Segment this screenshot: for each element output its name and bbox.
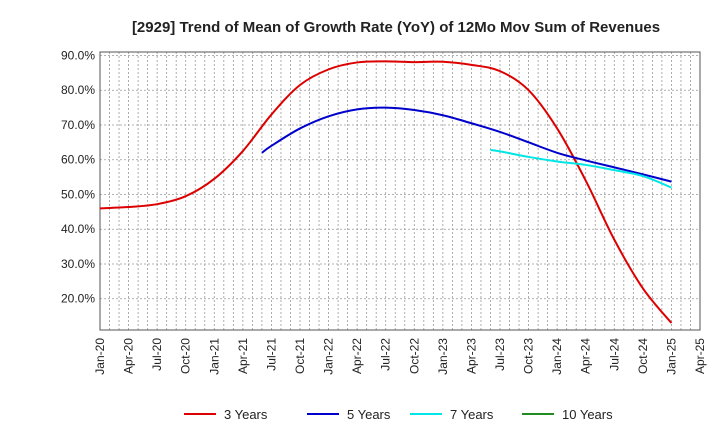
x-tick-label: Jan-22 [322,338,336,375]
x-tick-label: Jan-24 [550,338,564,375]
y-tick-label: 80.0% [61,83,95,97]
y-tick-label: 40.0% [61,222,95,236]
series-line-3-years [99,60,673,324]
series-layer [99,60,673,324]
x-tick-label: Oct-20 [179,338,193,374]
x-tick-label: Apr-20 [122,338,136,374]
x-tick-label: Oct-21 [293,338,307,374]
x-tick-label: Apr-22 [350,338,364,374]
legend-label-3-years: 3 Years [224,407,268,422]
x-tick-label: Jul-22 [379,338,393,371]
series-line-7-years [490,149,672,189]
chart-title: [2929] Trend of Mean of Growth Rate (YoY… [132,19,660,36]
x-tick-label: Jul-24 [607,338,621,371]
x-tick-label: Jul-21 [264,338,278,371]
x-axis: Jan-20 Apr-20 Jul-20 Oct-20 Jan-21 Apr-21 Jul-… [93,338,707,375]
x-tick-label: Oct-24 [636,338,650,374]
x-tick-label: Jan-23 [436,338,450,375]
x-tick-label: Jan-21 [207,338,221,375]
x-tick-label: Apr-23 [464,338,478,374]
x-tick-label: Apr-24 [579,338,593,374]
legend: 3 Years 5 Years 7 Years 10 Years [184,407,613,422]
series-line-5-years [261,106,672,183]
legend-label-7-years: 7 Years [450,407,494,422]
x-tick-label: Jul-20 [150,338,164,371]
y-tick-label: 70.0% [61,118,95,132]
legend-label-5-years: 5 Years [347,407,391,422]
grid [100,52,700,330]
plot-frame [99,51,701,331]
x-tick-label: Jan-25 [664,338,678,375]
y-tick-label: 90.0% [61,48,95,62]
y-tick-label: 20.0% [61,292,95,306]
y-tick-label: 60.0% [61,153,95,167]
legend-label-10-years: 10 Years [562,407,613,422]
x-tick-label: Oct-23 [522,338,536,374]
y-axis: 20.0% 30.0% 40.0% 50.0% 60.0% 70.0% 80.0% 90.0% [61,48,95,305]
x-tick-label: Jan-20 [93,338,107,375]
x-tick-label: Apr-21 [236,338,250,374]
y-tick-label: 50.0% [61,187,95,201]
x-tick-label: Apr-25 [693,338,707,374]
x-tick-label: Oct-22 [407,338,421,374]
y-tick-label: 30.0% [61,257,95,271]
x-tick-label: Jul-23 [493,338,507,371]
